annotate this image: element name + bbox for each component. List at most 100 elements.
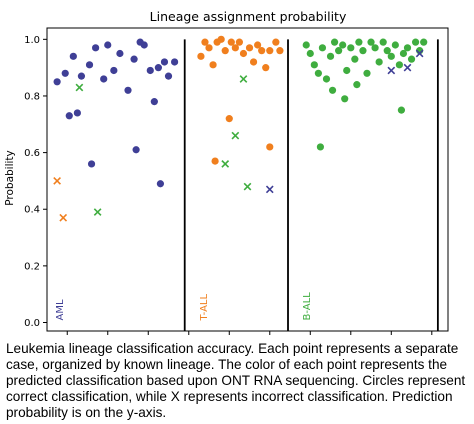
point-correct bbox=[351, 55, 359, 63]
point-correct bbox=[316, 143, 325, 151]
point-correct bbox=[77, 72, 86, 80]
point-correct bbox=[221, 47, 229, 55]
point-correct bbox=[353, 81, 361, 89]
point-incorrect bbox=[403, 63, 412, 72]
point-correct bbox=[217, 35, 225, 43]
y-tick-label: 1.0 bbox=[24, 35, 40, 46]
point-correct bbox=[326, 52, 335, 60]
point-incorrect bbox=[93, 208, 102, 216]
point-correct bbox=[140, 41, 148, 49]
point-correct bbox=[156, 180, 165, 188]
scatter-chart: Lineage assignment probability Probabili… bbox=[4, 9, 449, 335]
point-correct bbox=[399, 49, 408, 58]
point-correct bbox=[407, 55, 416, 63]
point-correct bbox=[335, 47, 343, 55]
point-correct bbox=[239, 49, 248, 58]
point-incorrect bbox=[59, 213, 68, 222]
point-correct bbox=[266, 47, 274, 55]
point-correct bbox=[227, 38, 235, 46]
point-correct bbox=[73, 109, 81, 117]
point-correct bbox=[69, 52, 77, 60]
point-correct bbox=[110, 66, 118, 75]
point-correct bbox=[355, 38, 363, 46]
y-tick-label: 0.8 bbox=[24, 91, 40, 102]
point-correct bbox=[330, 38, 339, 46]
point-correct bbox=[124, 86, 132, 94]
data-points bbox=[53, 35, 428, 222]
point-correct bbox=[249, 58, 258, 66]
point-correct bbox=[347, 44, 355, 52]
point-correct bbox=[276, 47, 284, 55]
point-correct bbox=[104, 41, 112, 49]
point-correct bbox=[245, 44, 254, 52]
group-separators bbox=[183, 39, 439, 331]
point-incorrect bbox=[243, 182, 252, 191]
point-correct bbox=[363, 69, 371, 77]
point-correct bbox=[302, 41, 310, 49]
point-correct bbox=[235, 38, 243, 46]
point-correct bbox=[314, 69, 322, 77]
group-label: T-ALL bbox=[199, 294, 210, 322]
point-correct bbox=[130, 55, 138, 63]
point-correct bbox=[387, 52, 395, 60]
point-correct bbox=[306, 49, 314, 58]
point-correct bbox=[391, 41, 399, 49]
point-correct bbox=[318, 44, 327, 52]
point-correct bbox=[92, 44, 100, 52]
point-correct bbox=[201, 38, 209, 46]
point-correct bbox=[375, 58, 383, 66]
point-correct bbox=[164, 72, 173, 80]
point-correct bbox=[262, 64, 270, 72]
point-correct bbox=[65, 112, 73, 120]
point-incorrect bbox=[231, 131, 240, 140]
point-correct bbox=[367, 38, 375, 46]
point-correct bbox=[116, 49, 124, 58]
point-correct bbox=[150, 98, 158, 106]
figure-caption: Leukemia lineage classification accuracy… bbox=[6, 341, 466, 420]
point-correct bbox=[231, 44, 239, 52]
y-axis: 0.0 0.2 0.4 0.6 0.8 1.0 bbox=[24, 35, 47, 329]
point-incorrect bbox=[265, 185, 274, 194]
point-correct bbox=[211, 157, 219, 165]
point-correct bbox=[371, 44, 379, 52]
point-correct bbox=[53, 78, 61, 86]
plot-area-frame bbox=[46, 27, 449, 332]
point-correct bbox=[132, 146, 140, 154]
y-axis-label: Probability bbox=[4, 150, 16, 206]
point-correct bbox=[197, 52, 205, 60]
point-correct bbox=[328, 86, 337, 94]
point-correct bbox=[85, 61, 94, 69]
point-correct bbox=[254, 41, 262, 49]
group-label: B-ALL bbox=[302, 292, 313, 321]
point-correct bbox=[383, 47, 391, 55]
point-correct bbox=[146, 66, 154, 75]
point-incorrect bbox=[239, 75, 248, 83]
point-correct bbox=[403, 44, 412, 52]
point-correct bbox=[395, 61, 403, 69]
group-label: AML bbox=[55, 299, 66, 320]
point-correct bbox=[420, 38, 428, 46]
point-correct bbox=[205, 44, 213, 52]
point-correct bbox=[272, 38, 280, 46]
point-correct bbox=[170, 58, 179, 66]
point-correct bbox=[359, 47, 367, 55]
x-axis bbox=[66, 331, 433, 335]
point-correct bbox=[61, 69, 69, 77]
point-correct bbox=[154, 64, 162, 72]
point-correct bbox=[322, 75, 331, 83]
y-tick-label: 0.4 bbox=[24, 205, 40, 216]
point-correct bbox=[379, 38, 387, 46]
point-correct bbox=[100, 75, 108, 83]
point-correct bbox=[209, 61, 217, 69]
point-correct bbox=[339, 41, 347, 49]
point-incorrect bbox=[221, 160, 230, 168]
point-correct bbox=[160, 58, 169, 66]
chart-title: Lineage assignment probability bbox=[150, 9, 347, 24]
point-incorrect bbox=[387, 66, 396, 75]
point-correct bbox=[341, 95, 349, 103]
point-correct bbox=[266, 143, 274, 151]
point-incorrect bbox=[53, 177, 61, 185]
point-correct bbox=[87, 160, 96, 168]
point-correct bbox=[343, 66, 351, 75]
point-correct bbox=[225, 115, 233, 123]
